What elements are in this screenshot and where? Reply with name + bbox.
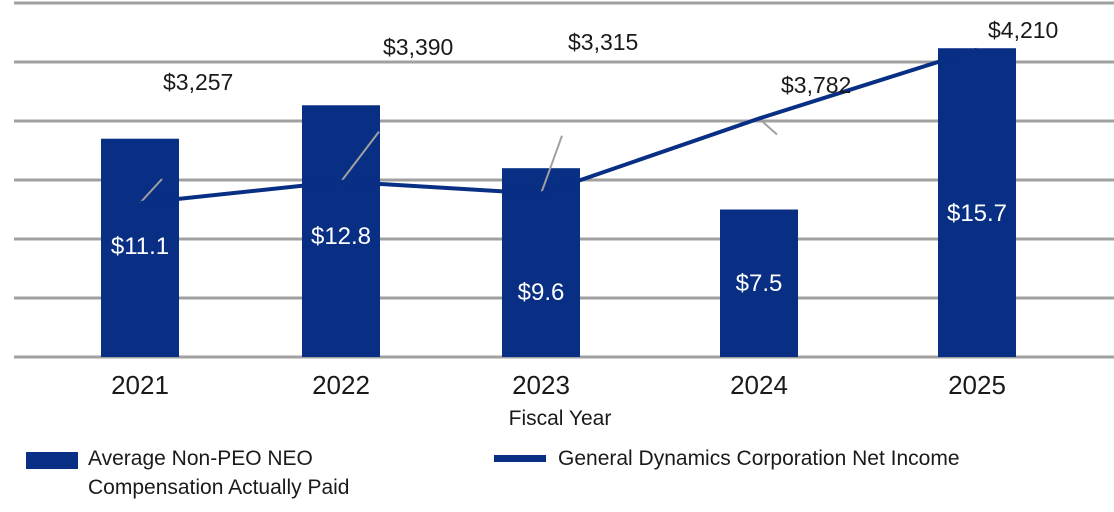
legend-line-swatch [494,455,546,462]
leader-line [139,178,163,204]
x-axis-title: Fiscal Year [509,407,612,430]
legend-label-line2: Compensation Actually Paid [88,476,350,499]
bars [101,48,1016,358]
net-income-line-group [139,47,978,205]
line-value-labels: $3,257 $3,390 $3,315 $3,782 $4,210 [163,17,1058,98]
x-tick-label: 2025 [948,370,1006,400]
leader-line [758,117,778,136]
x-tick-label: 2023 [512,370,570,400]
legend-item-net-income: General Dynamics Corporation Net Income [494,444,960,473]
bar-2025 [938,48,1016,357]
legend-bar-swatch [26,452,78,469]
bar-value-label: $12.8 [311,223,371,250]
line-value-label: $3,390 [383,34,453,60]
x-tick-label: 2024 [730,370,788,400]
bar-value-label: $9.6 [518,279,565,306]
chart: $11.1 $12.8 $9.6 $7.5 $15.7 $3,257 $3,390 $3,3… [14,1,1114,430]
leader-lines [139,117,778,204]
x-tick-label: 2022 [312,370,370,400]
x-tick-label: 2021 [111,370,169,400]
bar-value-label: $11.1 [111,233,169,260]
line-value-label: $3,257 [163,69,233,95]
leader-line [340,131,380,183]
bar-2021 [101,138,179,357]
legend-item-compensation: Average Non-PEO NEO Compensation Actuall… [26,444,350,502]
line-value-label: $3,782 [781,72,851,98]
legend: Average Non-PEO NEO Compensation Actuall… [0,444,1114,512]
legend-label-net-income: General Dynamics Corporation Net Income [558,447,960,470]
line-value-label: $4,210 [988,17,1058,43]
bar-2023 [502,168,580,357]
leader-line [540,135,563,195]
line-value-label: $3,315 [568,29,638,55]
bar-2024 [720,209,798,357]
bar-value-labels: $11.1 $12.8 $9.6 $7.5 $15.7 [111,200,1007,306]
bar-value-label: $7.5 [736,270,783,297]
bar-value-label: $15.7 [947,200,1007,227]
legend-label-line1: Average Non-PEO NEO [88,447,313,470]
x-tick-labels: 2021 2022 2023 2024 2025 [111,370,1006,400]
